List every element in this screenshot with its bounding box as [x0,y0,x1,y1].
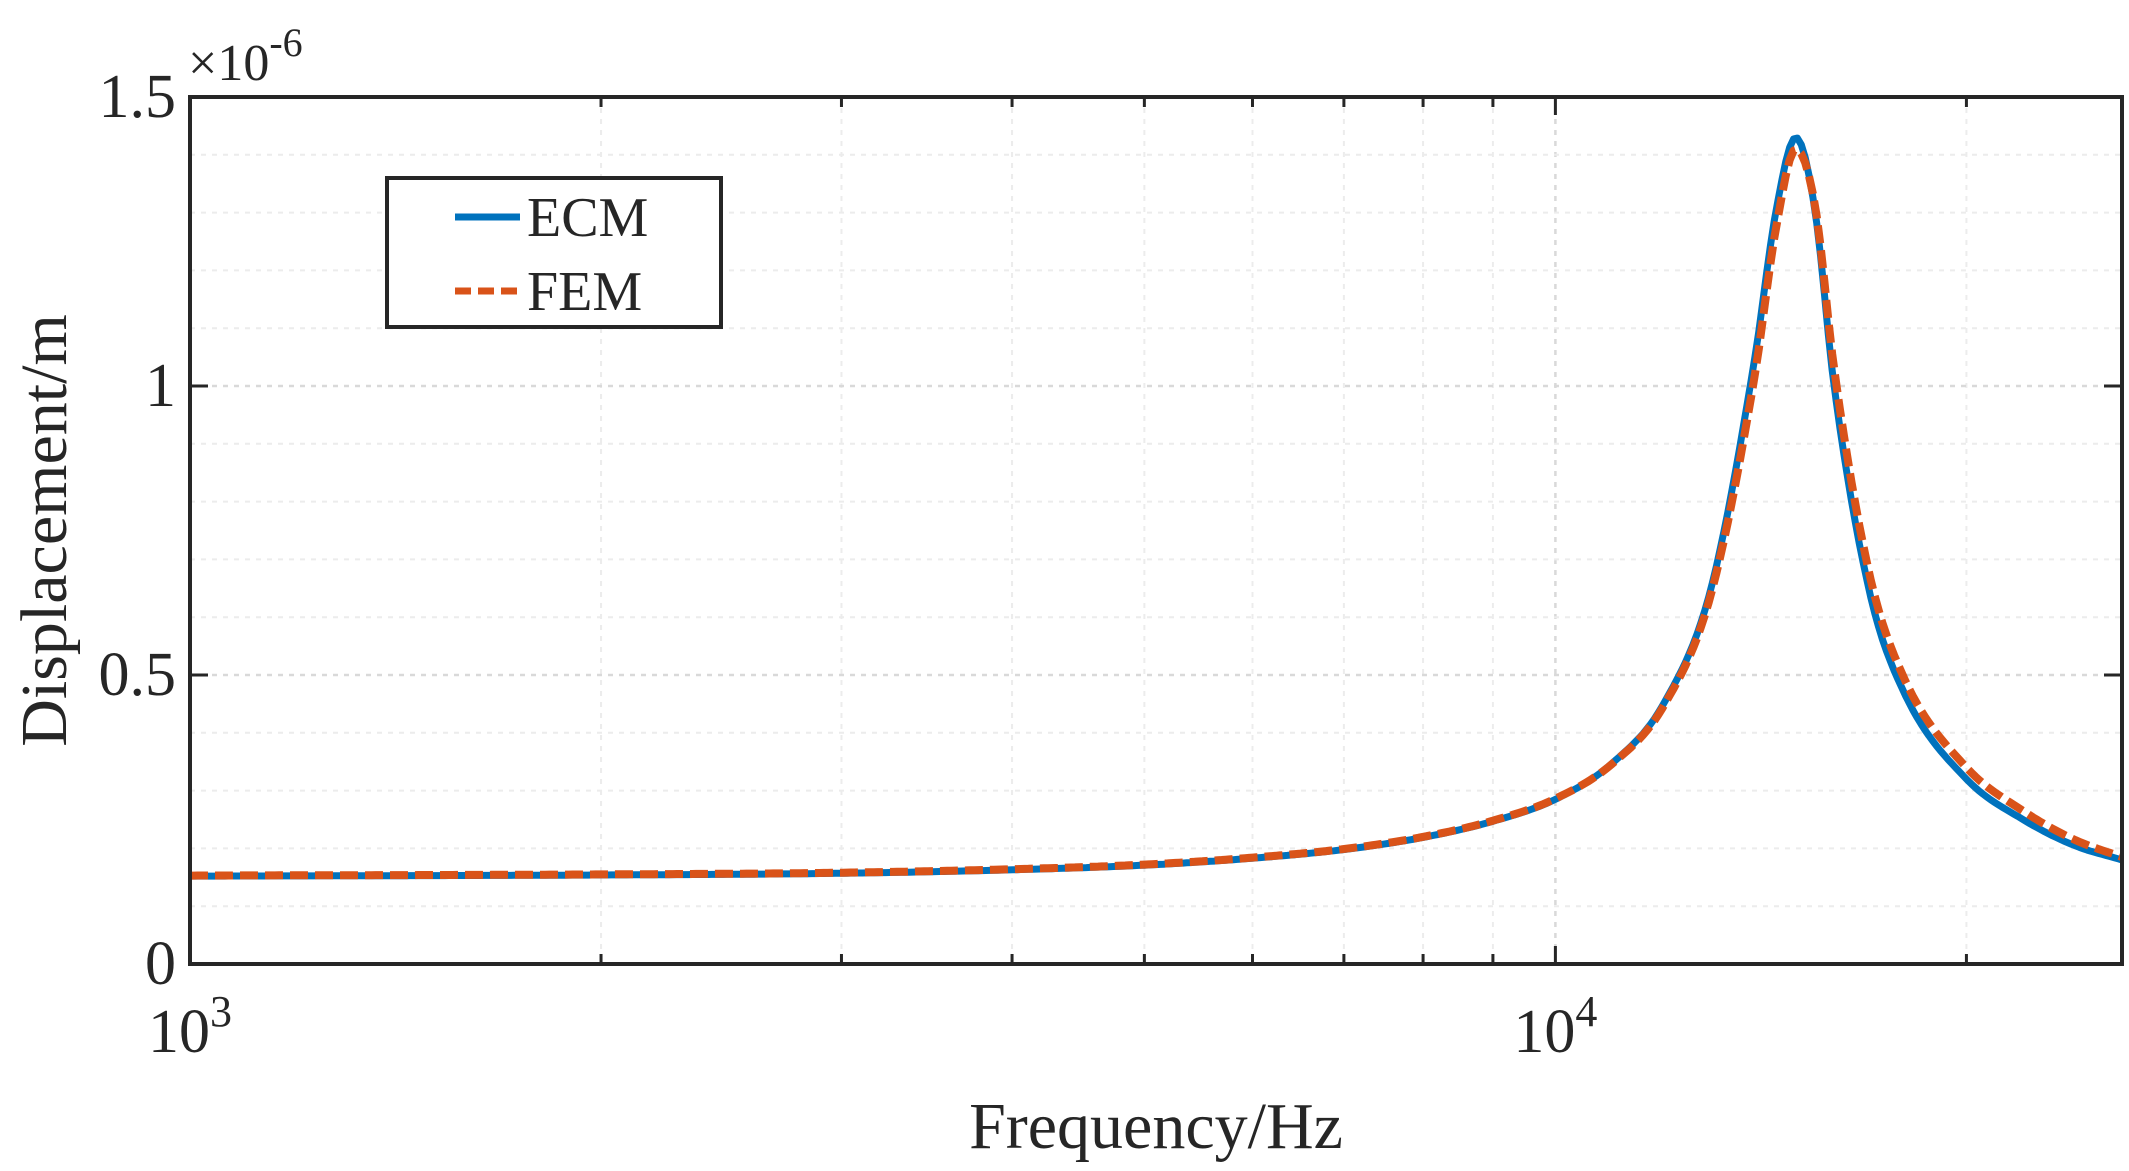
y-multiplier-base: ×10 [188,35,269,92]
legend: ECM FEM [385,176,723,329]
x-axis-label: Frequency/Hz [969,1090,1343,1163]
y-axis-multiplier: ×10-6 [188,20,303,92]
x-tick-label-base: 10 [148,998,210,1066]
y-tick-label: 1.5 [99,63,177,131]
x-tick-label: 104 [1513,987,1597,1066]
plot-lines [189,134,2124,880]
x-tick-label-base: 10 [1513,998,1575,1066]
legend-box [385,176,723,329]
y-tick-label: 0.5 [99,641,177,709]
x-tick-label-exponent: 3 [210,987,232,1036]
x-tick-label: 103 [148,987,232,1066]
y-tick-label: 1 [145,352,176,420]
axis-labels: Frequency/Hz Displacement/m ×10-6 [8,20,1343,1163]
legend-label-ecm: ECM [527,187,648,249]
legend-label-fem: FEM [527,261,642,323]
series-line-fem [189,145,2124,880]
y-multiplier-exponent: -6 [269,20,302,65]
x-tick-label-exponent: 4 [1575,987,1597,1036]
y-axis-label: Displacement/m [8,314,81,747]
grid [188,97,2122,964]
y-tick-label: 0 [145,930,176,998]
plot-frame [188,95,2124,966]
